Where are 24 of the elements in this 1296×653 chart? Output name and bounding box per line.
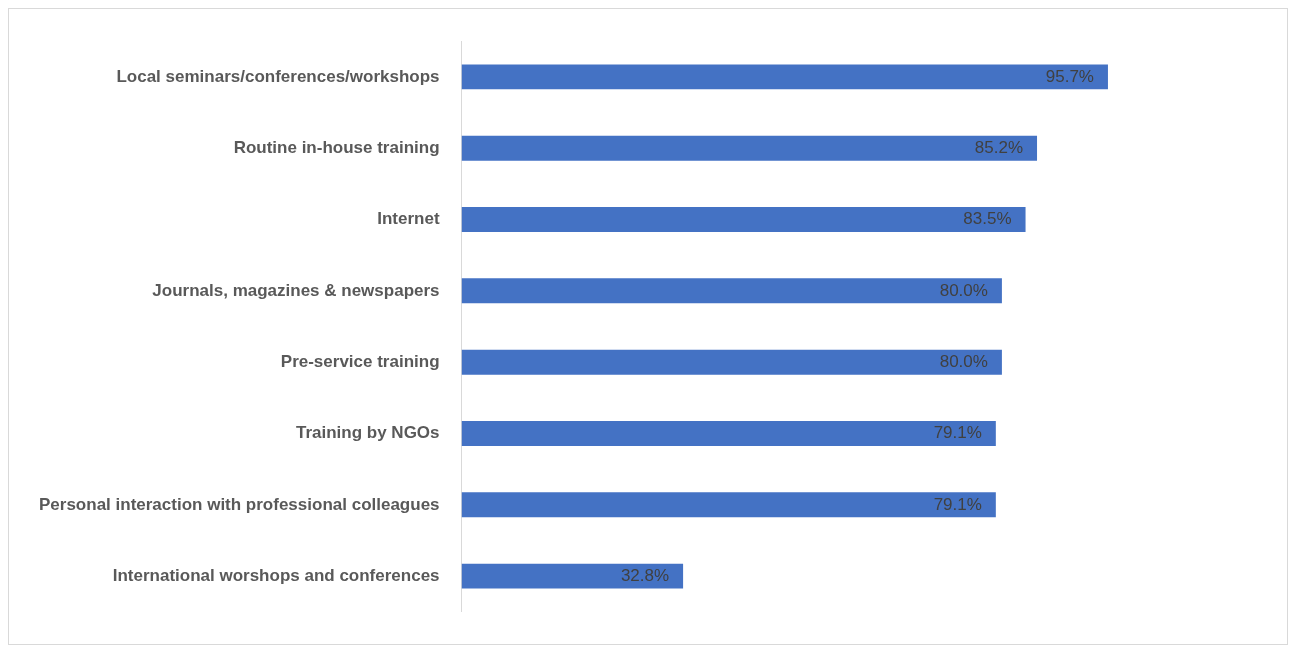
bar [461, 278, 1002, 304]
bar [461, 135, 1038, 161]
y-tick-label: Local seminars/conferences/workshops [116, 66, 440, 86]
data-label: 85.2% [974, 137, 1024, 157]
y-tick-label: International worshops and conferences [112, 565, 440, 585]
y-tick-label: Journals, magazines & newspapers [152, 280, 440, 300]
bar [461, 64, 1108, 90]
bar [461, 563, 684, 589]
data-label: 80.0% [939, 351, 988, 371]
y-tick-label: Pre-service training [280, 351, 440, 371]
data-label: 83.5% [963, 209, 1012, 229]
bar [461, 207, 1026, 232]
y-tick-label: Internet [377, 209, 440, 229]
data-label: 32.8% [620, 565, 670, 585]
bar [461, 421, 996, 446]
y-tick-label: Personal interaction with professional colleagues [39, 494, 440, 514]
bar [461, 492, 996, 518]
data-label: 95.7% [1045, 66, 1094, 86]
data-label: 79.1% [933, 494, 982, 514]
y-tick-label: Training by NGOs [295, 423, 440, 443]
bar [461, 349, 1002, 375]
y-tick-label: Routine in-house training [233, 137, 440, 157]
data-label: 80.0% [939, 280, 988, 300]
data-label: 79.1% [933, 423, 982, 443]
